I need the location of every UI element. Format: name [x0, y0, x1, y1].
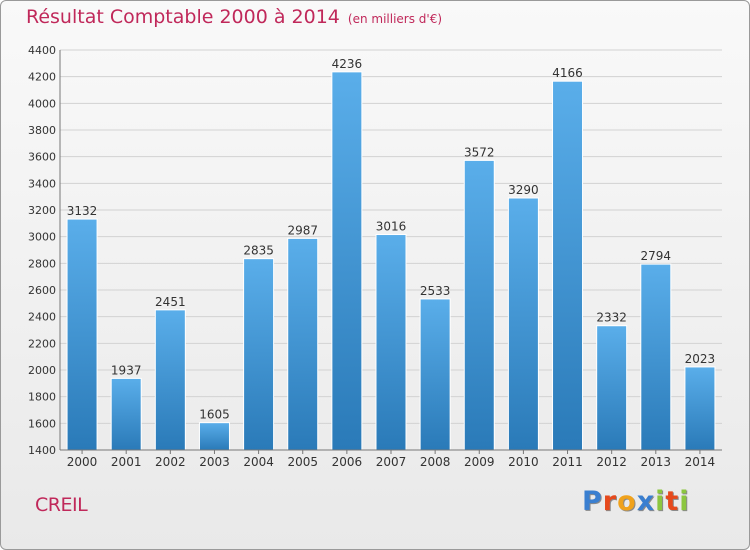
bar-value-label: 4166 [552, 66, 583, 80]
chart-title: Résultat Comptable 2000 à 2014 (en millie… [26, 6, 442, 28]
chart-title-text: Résultat Comptable 2000 à 2014 [26, 6, 340, 28]
x-tick-label: 2008 [420, 455, 451, 469]
bar-value-label: 3132 [67, 204, 98, 218]
bar-value-label: 1937 [111, 363, 142, 377]
axes: 1400 1600 1800 2000 2200 2400 2600 2800 3000 3200… [28, 44, 722, 469]
x-tick-label: 2007 [376, 455, 407, 469]
x-tick-label: 2004 [243, 455, 274, 469]
y-tick-label: 2400 [28, 311, 56, 324]
y-tick-label: 1800 [28, 391, 56, 404]
y-tick-label: 2200 [28, 337, 56, 350]
chart-subtitle: (en milliers d'€) [347, 12, 443, 26]
logo-letter: t [665, 486, 680, 517]
bar-value-label: 2332 [596, 311, 627, 325]
y-tick-label: 4000 [28, 97, 56, 110]
bar[interactable] [507, 197, 539, 451]
y-tick-label: 1600 [28, 417, 56, 430]
logo-letter: P [582, 486, 603, 517]
x-tick-label: 2012 [596, 455, 627, 469]
y-tick-label: 3200 [28, 204, 56, 217]
y-tick-label: 2000 [28, 364, 56, 377]
y-tick-label: 4200 [28, 71, 56, 84]
y-tick-label: 4400 [28, 44, 56, 57]
y-tick-label: 2800 [28, 257, 56, 270]
logo-letter: i [679, 486, 690, 517]
x-tick-label: 2013 [641, 455, 672, 469]
bar[interactable] [198, 422, 230, 451]
bars: 3132 1937 2451 1605 2835 2987 4236 3016 2533 3572… [66, 57, 716, 451]
bar[interactable] [66, 218, 98, 451]
bar-value-label: 2794 [641, 249, 672, 263]
bar[interactable] [287, 237, 319, 451]
x-tick-label: 2001 [111, 455, 142, 469]
bar[interactable] [331, 71, 363, 451]
logo-letter: x [636, 486, 656, 517]
y-tick-label: 3800 [28, 124, 56, 137]
x-tick-label: 2014 [685, 455, 716, 469]
y-tick-label: 3600 [28, 151, 56, 164]
bar-value-label: 3572 [464, 145, 495, 159]
x-tick-label: 2009 [464, 455, 495, 469]
logo-letter: r [602, 486, 618, 517]
bar-value-label: 1605 [199, 408, 230, 422]
bar[interactable] [640, 263, 672, 451]
proxiti-logo[interactable]: Proxiti [582, 486, 690, 517]
x-tick-label: 2010 [508, 455, 539, 469]
bar[interactable] [552, 80, 584, 451]
y-tick-label: 1400 [28, 444, 56, 457]
x-tick-label: 2005 [287, 455, 318, 469]
bar-value-label: 2987 [287, 223, 318, 237]
y-tick-label: 2600 [28, 284, 56, 297]
bar-value-label: 2023 [685, 352, 716, 366]
bar[interactable] [596, 325, 628, 451]
bar-value-label: 4236 [332, 57, 363, 71]
bar[interactable] [375, 234, 407, 451]
bar[interactable] [463, 159, 495, 451]
x-tick-label: 2000 [67, 455, 98, 469]
x-tick-label: 2011 [552, 455, 583, 469]
commune-name: CREIL [35, 494, 88, 516]
bar[interactable] [110, 377, 142, 451]
y-tick-label: 3400 [28, 177, 56, 190]
bar-value-label: 2451 [155, 295, 186, 309]
bar-value-label: 2835 [243, 244, 274, 258]
x-tick-label: 2003 [199, 455, 230, 469]
bar[interactable] [154, 309, 186, 451]
x-tick-label: 2002 [155, 455, 186, 469]
bar[interactable] [419, 298, 451, 451]
bar[interactable] [243, 258, 275, 451]
y-tick-label: 3000 [28, 231, 56, 244]
logo-letter: o [617, 486, 637, 517]
bar-value-label: 3016 [376, 220, 407, 234]
bar-value-label: 2533 [420, 284, 451, 298]
x-tick-label: 2006 [332, 455, 363, 469]
bar-value-label: 3290 [508, 183, 539, 197]
logo-letter: i [655, 486, 666, 517]
bar[interactable] [684, 366, 716, 451]
